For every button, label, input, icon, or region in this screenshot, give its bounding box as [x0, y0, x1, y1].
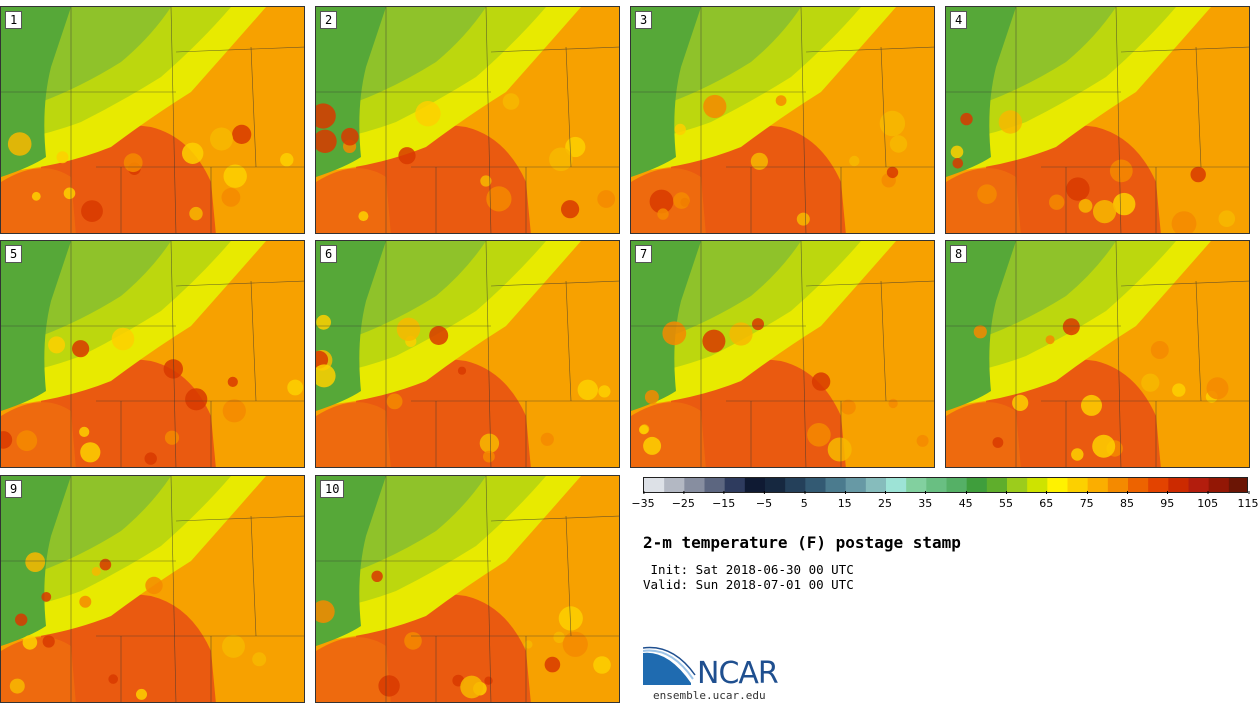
colorbar-ticks: −35 −25 −15 −5 5 15 25 35 45 55 65 75 85 95 105 115 — [631, 491, 1259, 513]
colorbar-tick-label: 115 — [1238, 491, 1259, 510]
colorbar-swatch — [1128, 478, 1149, 492]
colorbar-swatch — [785, 478, 806, 492]
colorbar-tick-label: 95 — [1160, 491, 1174, 510]
colorbar-tick-label: 25 — [878, 491, 892, 510]
colorbar-tick-label: −35 — [631, 491, 655, 510]
colorbar-tick-label: 15 — [838, 491, 852, 510]
panel-number: 3 — [635, 11, 653, 29]
panel-number: 8 — [950, 245, 968, 263]
colorbar-tick-label: −25 — [672, 491, 695, 510]
colorbar-swatch — [664, 478, 685, 492]
map-panel: 7 — [630, 240, 935, 468]
map-panel: 10 — [315, 475, 620, 703]
colorbar-swatch — [1168, 478, 1189, 492]
colorbar-swatch — [825, 478, 847, 492]
plot-title: 2-m temperature (F) postage stamp — [643, 533, 961, 552]
colorbar-swatch — [946, 478, 968, 492]
site-url: ensemble.ucar.edu — [653, 689, 766, 702]
panel-number: 1 — [5, 11, 23, 29]
map-panel: 4 — [945, 6, 1250, 234]
colorbar-swatch — [704, 478, 726, 492]
temperature-map — [631, 241, 934, 467]
colorbar-swatch — [1067, 478, 1089, 492]
colorbar-tick-label: 75 — [1080, 491, 1094, 510]
panel-number: 5 — [5, 245, 23, 263]
colorbar-swatch — [906, 478, 927, 492]
colorbar-tick-label: −5 — [756, 491, 772, 510]
colorbar-swatch — [1228, 478, 1247, 492]
colorbar-tick-label: 55 — [999, 491, 1013, 510]
temperature-map — [316, 241, 619, 467]
panel-number: 2 — [320, 11, 338, 29]
colorbar-tick-label: −15 — [712, 491, 735, 510]
map-panel: 3 — [630, 6, 935, 234]
colorbar-tick-label: 45 — [959, 491, 973, 510]
map-panel: 9 — [0, 475, 305, 703]
init-time: Init: Sat 2018-06-30 00 UTC — [643, 562, 854, 577]
colorbar-swatch — [926, 478, 947, 492]
ncar-logo-icon — [643, 646, 696, 685]
colorbar-swatch — [1047, 478, 1068, 492]
logo-text: NCAR — [697, 656, 779, 691]
colorbar-tick-label: 85 — [1120, 491, 1134, 510]
temperature-map — [946, 7, 1249, 233]
panel-number: 9 — [5, 480, 23, 498]
colorbar-swatch — [684, 478, 705, 492]
colorbar-tick-label: 105 — [1197, 491, 1218, 510]
colorbar-tick-label: 65 — [1039, 491, 1053, 510]
colorbar-swatch — [1148, 478, 1169, 492]
map-panel: 2 — [315, 6, 620, 234]
colorbar-swatch — [1087, 478, 1109, 492]
temperature-map — [631, 7, 934, 233]
colorbar-swatch — [966, 478, 988, 492]
temperature-map — [1, 241, 304, 467]
map-panel: 8 — [945, 240, 1250, 468]
temperature-map — [316, 476, 619, 702]
panel-number: 6 — [320, 245, 338, 263]
panel-number: 7 — [635, 245, 653, 263]
colorbar-swatch — [1107, 478, 1129, 492]
colorbar-swatch — [886, 478, 907, 492]
panel-number: 10 — [320, 480, 345, 498]
colorbar-swatch — [986, 478, 1008, 492]
colorbar-swatch — [805, 478, 826, 492]
colorbar-tick-label: 5 — [801, 491, 808, 510]
temperature-map — [1, 476, 304, 702]
colorbar-swatch — [845, 478, 867, 492]
colorbar-swatch — [724, 478, 746, 492]
colorbar-swatch — [865, 478, 887, 492]
temperature-map — [1, 7, 304, 233]
colorbar-swatch — [1027, 478, 1048, 492]
colorbar-swatch — [744, 478, 766, 492]
colorbar-swatch — [644, 478, 665, 492]
map-panel: 6 — [315, 240, 620, 468]
colorbar — [643, 477, 1248, 493]
panel-number: 4 — [950, 11, 968, 29]
valid-time: Valid: Sun 2018-07-01 00 UTC — [643, 577, 854, 592]
colorbar-swatch — [1188, 478, 1210, 492]
temperature-map — [316, 7, 619, 233]
colorbar-tick-label: 35 — [918, 491, 932, 510]
colorbar-swatch — [1208, 478, 1230, 492]
map-panel: 5 — [0, 240, 305, 468]
colorbar-swatch — [1007, 478, 1028, 492]
colorbar-swatch — [765, 478, 786, 492]
map-panel: 1 — [0, 6, 305, 234]
temperature-map — [946, 241, 1249, 467]
